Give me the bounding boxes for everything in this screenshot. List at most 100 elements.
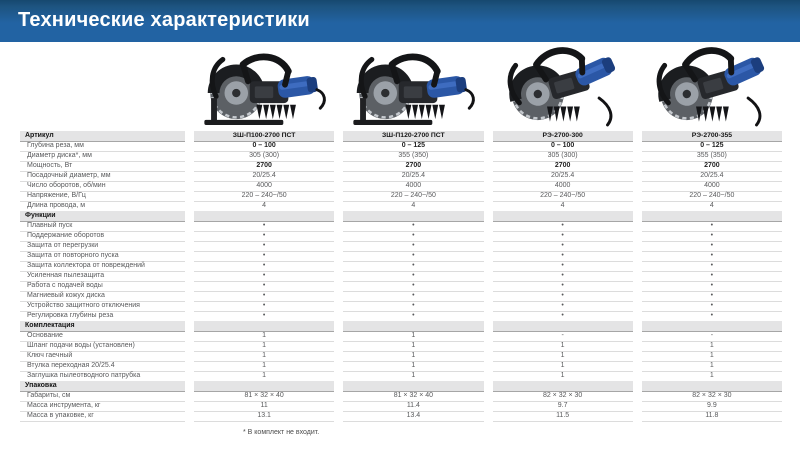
spec-value: 1: [194, 361, 335, 372]
row-label: Упаковка: [20, 381, 185, 392]
spec-value: -: [641, 331, 782, 342]
spec-value: 2700: [343, 161, 484, 172]
spec-value: [641, 321, 782, 332]
spec-value: 1: [343, 361, 484, 372]
spec-value: 0 – 125: [343, 141, 484, 152]
spec-value: 220 – 240~/50: [343, 191, 484, 202]
spec-value: 81 × 32 × 40: [194, 391, 335, 402]
row-label: Магниевый кожух диска: [20, 291, 185, 302]
spec-value: [492, 321, 633, 332]
spec-value: •: [343, 221, 484, 232]
spec-table: Артикул ЗШ-П100-2700 ПСТ ЗШ-П120-2700 ПСТ Р…: [20, 131, 782, 422]
spec-value: 4000: [194, 181, 335, 192]
spec-value: 20/25.4: [343, 171, 484, 182]
spec-value: •: [492, 251, 633, 262]
spec-value: 20/25.4: [194, 171, 335, 182]
row-label: Защита от повторного пуска: [20, 251, 185, 262]
spec-value: •: [492, 291, 633, 302]
spec-value: 4000: [343, 181, 484, 192]
spec-value: 1: [194, 341, 335, 352]
spec-value: 9.9: [641, 401, 782, 412]
spec-value: 1: [492, 351, 633, 362]
spec-value: •: [641, 301, 782, 312]
spec-value: 1: [492, 341, 633, 352]
row-label: Напряжение, В/Гц: [20, 191, 185, 202]
spec-value: •: [194, 261, 335, 272]
row-label: Работа с подачей воды: [20, 281, 185, 292]
spec-value: 20/25.4: [641, 171, 782, 182]
spec-value: •: [194, 281, 335, 292]
spec-value: 1: [343, 351, 484, 362]
spec-value: 81 × 32 × 40: [343, 391, 484, 402]
spec-value: [492, 211, 633, 222]
spec-value: 1: [343, 331, 484, 342]
spec-value: •: [343, 241, 484, 252]
spec-value: •: [492, 281, 633, 292]
spec-value: -: [492, 331, 633, 342]
spec-value: •: [343, 251, 484, 262]
spec-value: •: [641, 231, 782, 242]
cutoff-saw-icon: [499, 46, 627, 130]
spec-value: 305 (300): [492, 151, 633, 162]
spec-value: •: [194, 231, 335, 242]
row-label: Защита коллектора от повреждений: [20, 261, 185, 272]
cutoff-saw-icon: [200, 46, 328, 130]
spec-value: 0 – 100: [194, 141, 335, 152]
row-label: Комплектация: [20, 321, 185, 332]
row-label: Функции: [20, 211, 185, 222]
spec-value: 11.5: [492, 411, 633, 422]
spec-value: 1: [641, 351, 782, 362]
spec-value: •: [641, 291, 782, 302]
row-label: Защита от перегрузки: [20, 241, 185, 252]
spec-value: 0 – 125: [641, 141, 782, 152]
row-label: Поддержание оборотов: [20, 231, 185, 242]
spec-value: 355 (350): [343, 151, 484, 162]
product-image-4: [642, 46, 782, 130]
spec-value: •: [343, 291, 484, 302]
spec-value: 4000: [492, 181, 633, 192]
spec-value: •: [641, 281, 782, 292]
spec-value: •: [194, 291, 335, 302]
product-name: ЗШ-П100-2700 ПСТ: [194, 131, 335, 142]
row-label: Артикул: [20, 131, 185, 142]
spec-value: 2700: [194, 161, 335, 172]
products-row: [20, 44, 782, 130]
spec-value: 1: [194, 331, 335, 342]
row-label: Устройство защитного отключения: [20, 301, 185, 312]
spec-value: •: [343, 261, 484, 272]
spec-value: •: [343, 231, 484, 242]
row-label: Плавный пуск: [20, 221, 185, 232]
spec-value: 4000: [641, 181, 782, 192]
spec-value: 2700: [641, 161, 782, 172]
row-label: Диаметр диска*, мм: [20, 151, 185, 162]
spec-value: 11: [194, 401, 335, 412]
row-label: Масса в упаковке, кг: [20, 411, 185, 422]
product-name: ЗШ-П120-2700 ПСТ: [343, 131, 484, 142]
product-image-3: [493, 46, 633, 130]
row-label: Основание: [20, 331, 185, 342]
row-label: Шланг подачи воды (установлен): [20, 341, 185, 352]
spec-value: 1: [194, 351, 335, 362]
spec-value: [641, 381, 782, 392]
spec-value: 11.4: [343, 401, 484, 412]
spec-value: •: [343, 301, 484, 312]
row-label: Ключ гаечный: [20, 351, 185, 362]
spec-value: 2700: [492, 161, 633, 172]
product-name: РЭ-2700-355: [641, 131, 782, 142]
spec-value: 13.1: [194, 411, 335, 422]
row-label: Усиленная пылезащита: [20, 271, 185, 282]
spec-value: 220 – 240~/50: [194, 191, 335, 202]
spec-value: 355 (350): [641, 151, 782, 162]
spec-value: 1: [492, 361, 633, 372]
spec-value: •: [641, 271, 782, 282]
product-image-1: [194, 46, 334, 130]
row-label: Глубина реза, мм: [20, 141, 185, 152]
row-label: Габариты, см: [20, 391, 185, 402]
spec-value: •: [194, 271, 335, 282]
row-label: Мощность, Вт: [20, 161, 185, 172]
spec-value: 305 (300): [194, 151, 335, 162]
spec-value: 220 – 240~/50: [492, 191, 633, 202]
spec-value: [194, 211, 335, 222]
spec-value: 82 × 32 × 30: [641, 391, 782, 402]
spec-value: 1: [641, 341, 782, 352]
